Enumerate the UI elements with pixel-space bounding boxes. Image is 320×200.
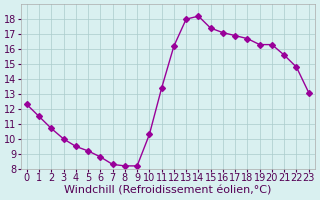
X-axis label: Windchill (Refroidissement éolien,°C): Windchill (Refroidissement éolien,°C) — [64, 186, 271, 196]
